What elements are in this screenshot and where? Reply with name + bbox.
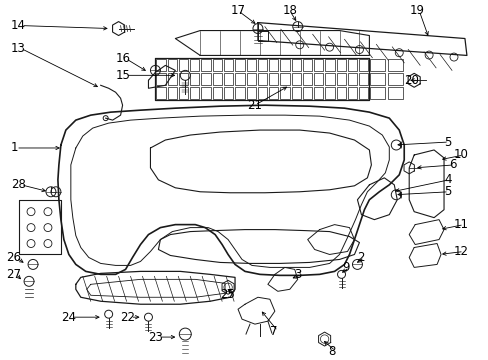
Bar	[268, 87, 278, 99]
Bar	[190, 73, 199, 85]
Text: 11: 11	[453, 218, 468, 231]
Bar	[156, 87, 165, 99]
Bar	[280, 59, 289, 71]
Text: 5: 5	[443, 185, 450, 198]
Bar	[358, 59, 367, 71]
Bar	[325, 59, 334, 71]
Bar	[336, 59, 345, 71]
Bar	[291, 73, 300, 85]
Text: 7: 7	[270, 325, 277, 338]
Bar	[369, 87, 385, 99]
Bar	[156, 59, 165, 71]
Bar	[336, 73, 345, 85]
Bar	[201, 87, 210, 99]
Bar	[369, 73, 385, 85]
Bar	[347, 59, 356, 71]
Text: 27: 27	[6, 268, 21, 281]
Bar	[291, 59, 300, 71]
Text: 17: 17	[230, 4, 245, 17]
Bar	[325, 87, 334, 99]
Bar	[190, 87, 199, 99]
Bar	[313, 87, 323, 99]
Text: 4: 4	[443, 173, 450, 186]
Bar	[291, 87, 300, 99]
Bar	[347, 87, 356, 99]
Bar	[336, 87, 345, 99]
Text: 3: 3	[294, 268, 301, 281]
Bar	[235, 73, 244, 85]
Bar	[358, 73, 367, 85]
Text: 9: 9	[341, 261, 349, 274]
Bar	[179, 59, 188, 71]
Bar	[268, 59, 278, 71]
Text: 13: 13	[11, 42, 26, 55]
Text: 1: 1	[11, 141, 19, 154]
Text: 6: 6	[448, 158, 456, 171]
Bar	[179, 73, 188, 85]
Text: 15: 15	[115, 69, 130, 82]
Text: 25: 25	[220, 288, 235, 301]
Bar	[235, 59, 244, 71]
Bar	[246, 73, 255, 85]
Bar	[201, 73, 210, 85]
Bar	[257, 87, 266, 99]
Text: 19: 19	[408, 4, 423, 17]
Text: 10: 10	[453, 148, 468, 161]
Text: 24: 24	[61, 311, 76, 324]
Bar	[280, 73, 289, 85]
Bar	[167, 87, 177, 99]
Bar	[156, 73, 165, 85]
Bar	[302, 59, 311, 71]
Bar	[387, 73, 403, 85]
Bar	[347, 73, 356, 85]
Text: 26: 26	[6, 251, 21, 264]
Text: 21: 21	[247, 99, 262, 112]
Bar	[387, 59, 403, 71]
Bar	[167, 59, 177, 71]
Bar	[313, 73, 323, 85]
Bar	[313, 59, 323, 71]
Bar	[302, 87, 311, 99]
Bar	[224, 59, 233, 71]
Bar	[358, 87, 367, 99]
Bar	[224, 87, 233, 99]
Bar	[201, 59, 210, 71]
Bar	[246, 87, 255, 99]
Text: 2: 2	[356, 251, 364, 264]
Text: 12: 12	[453, 245, 468, 258]
Text: 18: 18	[282, 4, 297, 17]
Bar	[387, 87, 403, 99]
Text: 16: 16	[115, 52, 130, 65]
Bar	[280, 87, 289, 99]
Text: 22: 22	[121, 311, 135, 324]
Bar	[167, 73, 177, 85]
Text: 23: 23	[148, 330, 163, 343]
Text: 5: 5	[443, 135, 450, 149]
Bar	[257, 73, 266, 85]
Bar	[179, 87, 188, 99]
Text: 20: 20	[404, 74, 418, 87]
Bar	[212, 73, 222, 85]
Bar	[302, 73, 311, 85]
Text: 14: 14	[11, 19, 26, 32]
Text: 28: 28	[11, 178, 26, 191]
Bar	[369, 59, 385, 71]
Bar	[235, 87, 244, 99]
Bar	[268, 73, 278, 85]
Bar	[212, 59, 222, 71]
Bar	[246, 59, 255, 71]
Bar	[257, 59, 266, 71]
Text: 8: 8	[327, 345, 335, 357]
Bar	[190, 59, 199, 71]
Bar	[224, 73, 233, 85]
Bar	[325, 73, 334, 85]
Bar	[212, 87, 222, 99]
